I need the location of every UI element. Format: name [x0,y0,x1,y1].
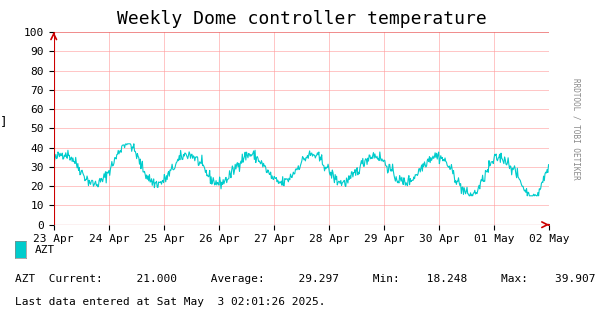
Title: Weekly Dome controller temperature: Weekly Dome controller temperature [116,10,487,28]
Y-axis label: [C]: [C] [0,116,7,128]
Text: AZT: AZT [35,245,55,255]
Text: RRDTOOL / TOBI OETIKER: RRDTOOL / TOBI OETIKER [571,78,581,179]
Text: AZT  Current:     21.000     Average:     29.297     Min:    18.248     Max:    : AZT Current: 21.000 Average: 29.297 Min:… [15,274,595,284]
Text: Last data entered at Sat May  3 02:01:26 2025.: Last data entered at Sat May 3 02:01:26 … [15,297,325,307]
